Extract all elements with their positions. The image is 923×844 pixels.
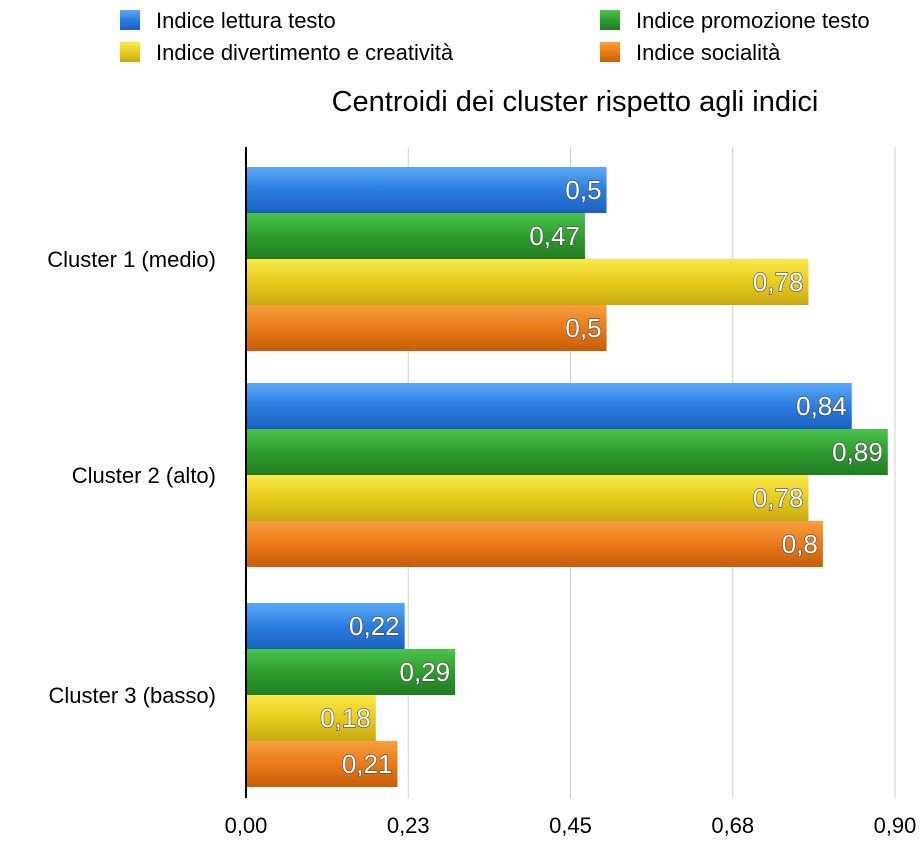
legend-label-4: Indice socialità — [636, 40, 781, 65]
legend-swatch-4 — [600, 42, 620, 62]
data-label: 0,89 — [832, 437, 883, 467]
bar — [246, 603, 405, 649]
legend-swatch-2 — [600, 10, 620, 30]
bar — [246, 521, 823, 567]
bar — [246, 695, 376, 741]
data-label: 0,21 — [342, 749, 393, 779]
data-label: 0,18 — [320, 703, 371, 733]
bar — [246, 649, 456, 695]
legend-label-3: Indice divertimento e creatività — [156, 40, 454, 65]
data-label: 0,8 — [782, 529, 818, 559]
data-label: 0,22 — [349, 611, 400, 641]
category-label: Cluster 3 (basso) — [48, 683, 216, 708]
category-label: Cluster 1 (medio) — [47, 247, 216, 272]
legend-swatch-3 — [120, 42, 140, 62]
bar — [246, 167, 607, 213]
bar — [246, 741, 398, 787]
x-tick-label: 0,23 — [387, 813, 430, 838]
x-tick-label: 0,00 — [225, 813, 268, 838]
legend-label-2: Indice promozione testo — [636, 8, 870, 33]
bar — [246, 475, 809, 521]
x-tick-label: 0,45 — [549, 813, 592, 838]
bar — [246, 213, 585, 259]
data-label: 0,84 — [796, 391, 847, 421]
category-label: Cluster 2 (alto) — [72, 463, 216, 488]
bar — [246, 429, 888, 475]
data-label: 0,5 — [565, 175, 601, 205]
legend-swatch-1 — [120, 10, 140, 30]
data-label: 0,78 — [753, 267, 804, 297]
bar — [246, 383, 852, 429]
x-tick-label: 0,68 — [711, 813, 754, 838]
data-label: 0,29 — [400, 657, 451, 687]
legend-label-1: Indice lettura testo — [156, 8, 336, 33]
bar — [246, 259, 809, 305]
bar — [246, 305, 607, 351]
chart-title: Centroidi dei cluster rispetto agli indi… — [332, 86, 819, 118]
data-label: 0,47 — [529, 221, 580, 251]
x-tick-label: 0,90 — [874, 813, 917, 838]
data-label: 0,5 — [565, 313, 601, 343]
data-label: 0,78 — [753, 483, 804, 513]
